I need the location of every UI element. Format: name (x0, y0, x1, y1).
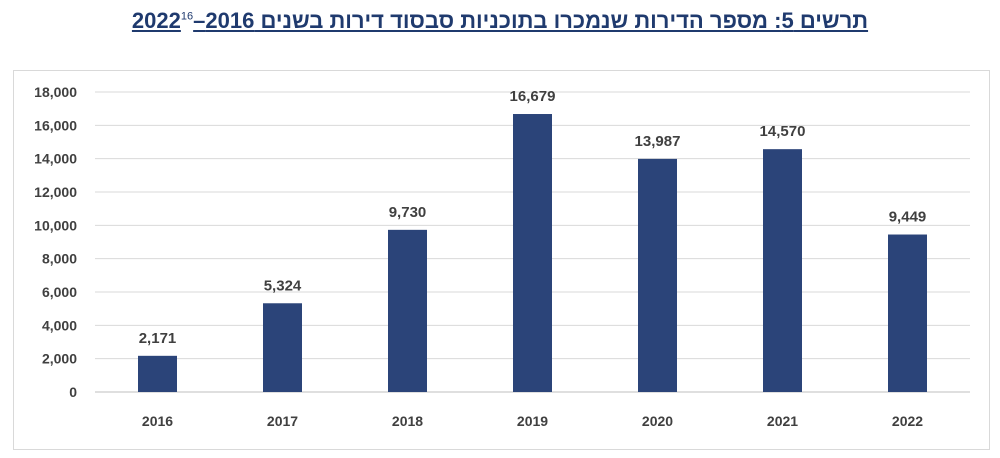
x-tick-label: 2017 (267, 413, 298, 429)
x-tick-label: 2020 (642, 413, 673, 429)
x-tick-label: 2021 (767, 413, 798, 429)
data-label: 9,449 (889, 209, 927, 226)
bar (638, 158, 677, 392)
y-tick-label: 2,000 (42, 351, 77, 367)
footnote-marker: 16 (180, 10, 194, 23)
y-tick-label: 6,000 (42, 284, 77, 300)
chart-title: תרשים 5: מספר הדירות שנמכרו בתוכניות סבס… (0, 8, 1000, 34)
data-label: 13,987 (635, 133, 681, 150)
y-tick-label: 10,000 (34, 217, 77, 233)
y-tick-label: 16,000 (34, 117, 77, 133)
chart-title-text: תרשים 5: מספר הדירות שנמכרו בתוכניות סבס… (131, 8, 869, 33)
bar (388, 229, 427, 392)
data-label: 16,679 (510, 88, 556, 105)
bar (138, 355, 177, 392)
data-label: 2,171 (139, 330, 177, 347)
data-label: 9,730 (389, 204, 427, 221)
data-label: 14,570 (760, 123, 806, 140)
bar (888, 234, 927, 392)
y-tick-label: 14,000 (34, 151, 77, 167)
data-label: 5,324 (264, 277, 302, 294)
bar (263, 303, 302, 392)
y-tick-label: 0 (69, 384, 77, 400)
y-tick-label: 8,000 (42, 251, 77, 267)
x-tick-label: 2019 (517, 413, 548, 429)
x-tick-label: 2016 (142, 413, 173, 429)
bar (513, 114, 552, 393)
y-tick-label: 12,000 (34, 184, 77, 200)
bar (763, 149, 802, 392)
y-tick-label: 4,000 (42, 317, 77, 333)
y-tick-label: 18,000 (34, 84, 77, 100)
x-tick-label: 2018 (392, 413, 423, 429)
x-tick-label: 2022 (892, 413, 923, 429)
